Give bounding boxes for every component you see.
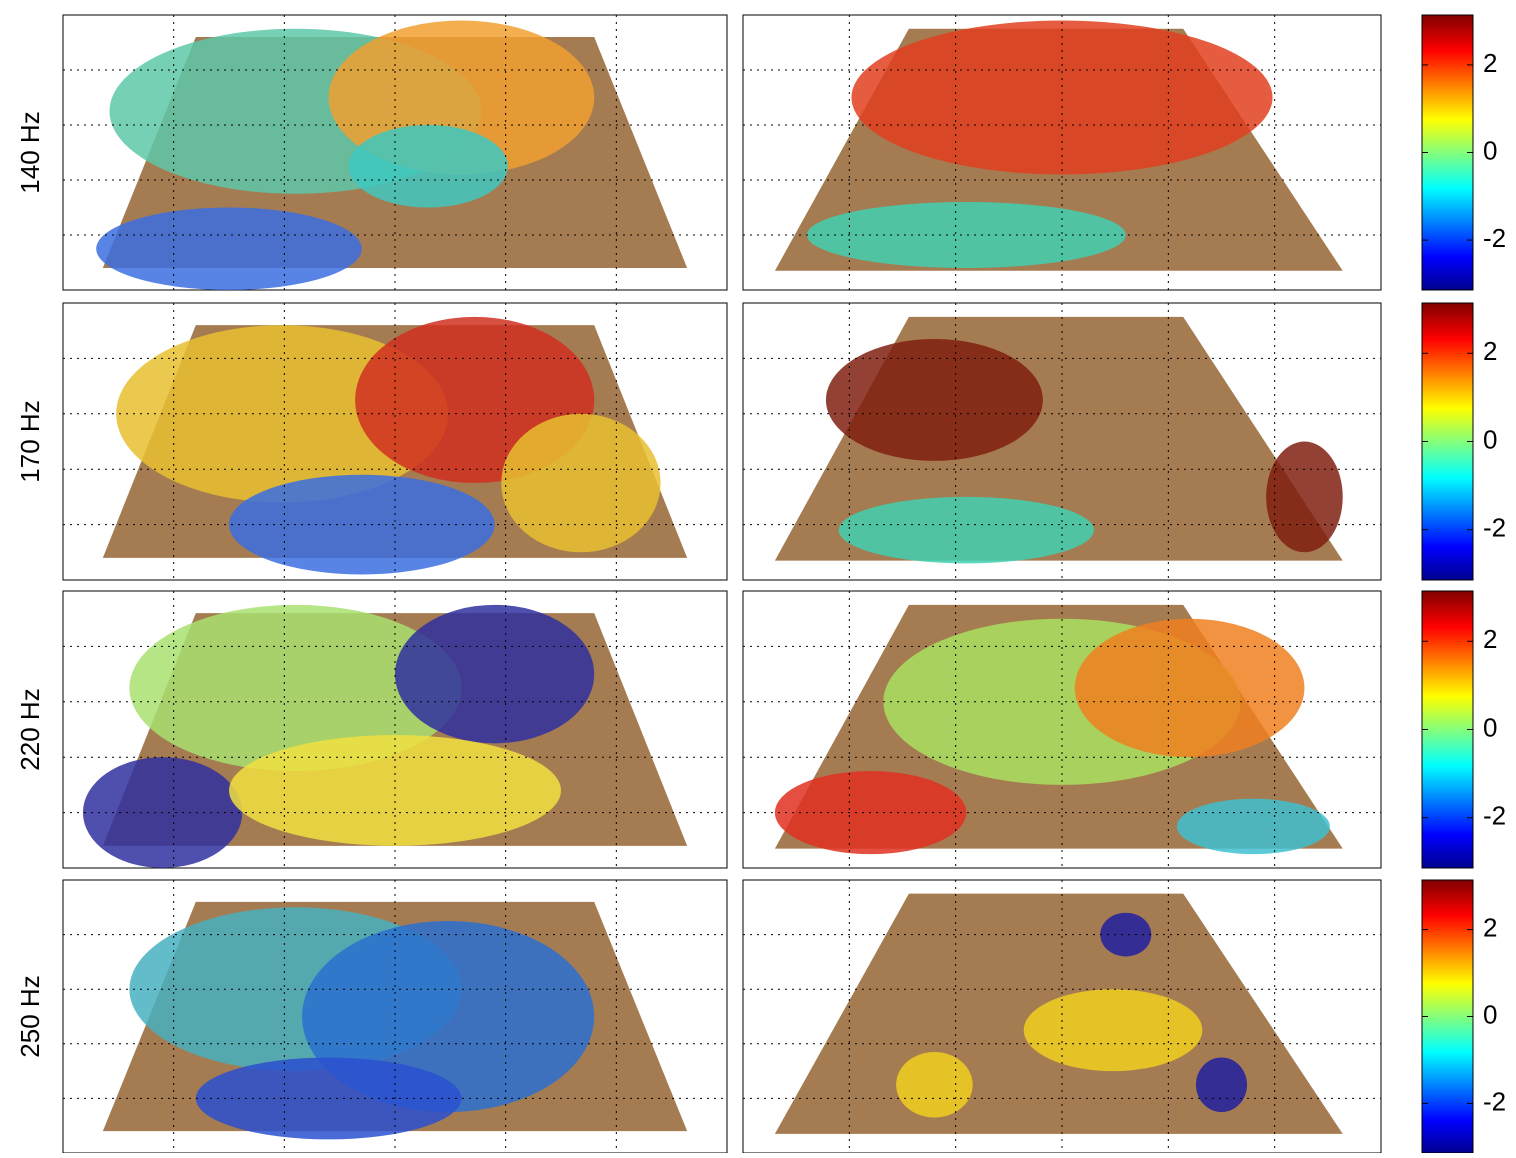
phase-region xyxy=(348,125,508,208)
colorbar-tick-label: -2 xyxy=(1483,223,1506,253)
colorbar-tick-label: -2 xyxy=(1483,513,1506,543)
row-label: 220 Hz xyxy=(15,688,45,770)
row-label: 170 Hz xyxy=(15,400,45,482)
phase-region xyxy=(825,339,1043,461)
colorbar-tick-label: 2 xyxy=(1483,48,1497,78)
colorbar xyxy=(1421,590,1474,869)
phase-region xyxy=(838,496,1094,564)
phase-region xyxy=(806,202,1126,268)
colorbar-tick-label: 0 xyxy=(1483,135,1497,165)
phase-region xyxy=(1266,441,1343,553)
colorbar xyxy=(1421,302,1474,581)
phase-region xyxy=(96,207,362,290)
phase-region xyxy=(229,735,561,846)
row-label: 140 Hz xyxy=(15,111,45,193)
phase-region xyxy=(395,604,595,744)
phase-region xyxy=(1195,1057,1248,1113)
colorbar-tick-label: 2 xyxy=(1483,624,1497,654)
colorbar-tick-label: -2 xyxy=(1483,801,1506,831)
phase-region xyxy=(896,1051,973,1118)
colorbar-tick-label: -2 xyxy=(1483,1086,1506,1116)
colorbar-tick-label: 2 xyxy=(1483,336,1497,366)
colorbar-tick-label: 0 xyxy=(1483,712,1497,742)
phase-region xyxy=(228,474,495,575)
phase-region xyxy=(501,413,661,553)
phase-region xyxy=(851,20,1273,175)
phase-region xyxy=(1100,912,1152,957)
colorbar-tick-label: 0 xyxy=(1483,424,1497,454)
colorbar-tick-label: 0 xyxy=(1483,999,1497,1029)
phase-region xyxy=(1074,618,1305,758)
phase-region xyxy=(1023,989,1203,1072)
row-label: 250 Hz xyxy=(15,975,45,1057)
colorbar xyxy=(1421,14,1474,291)
colorbar xyxy=(1421,879,1474,1154)
phase-region xyxy=(1176,798,1330,855)
colorbar-tick-label: 2 xyxy=(1483,912,1497,942)
